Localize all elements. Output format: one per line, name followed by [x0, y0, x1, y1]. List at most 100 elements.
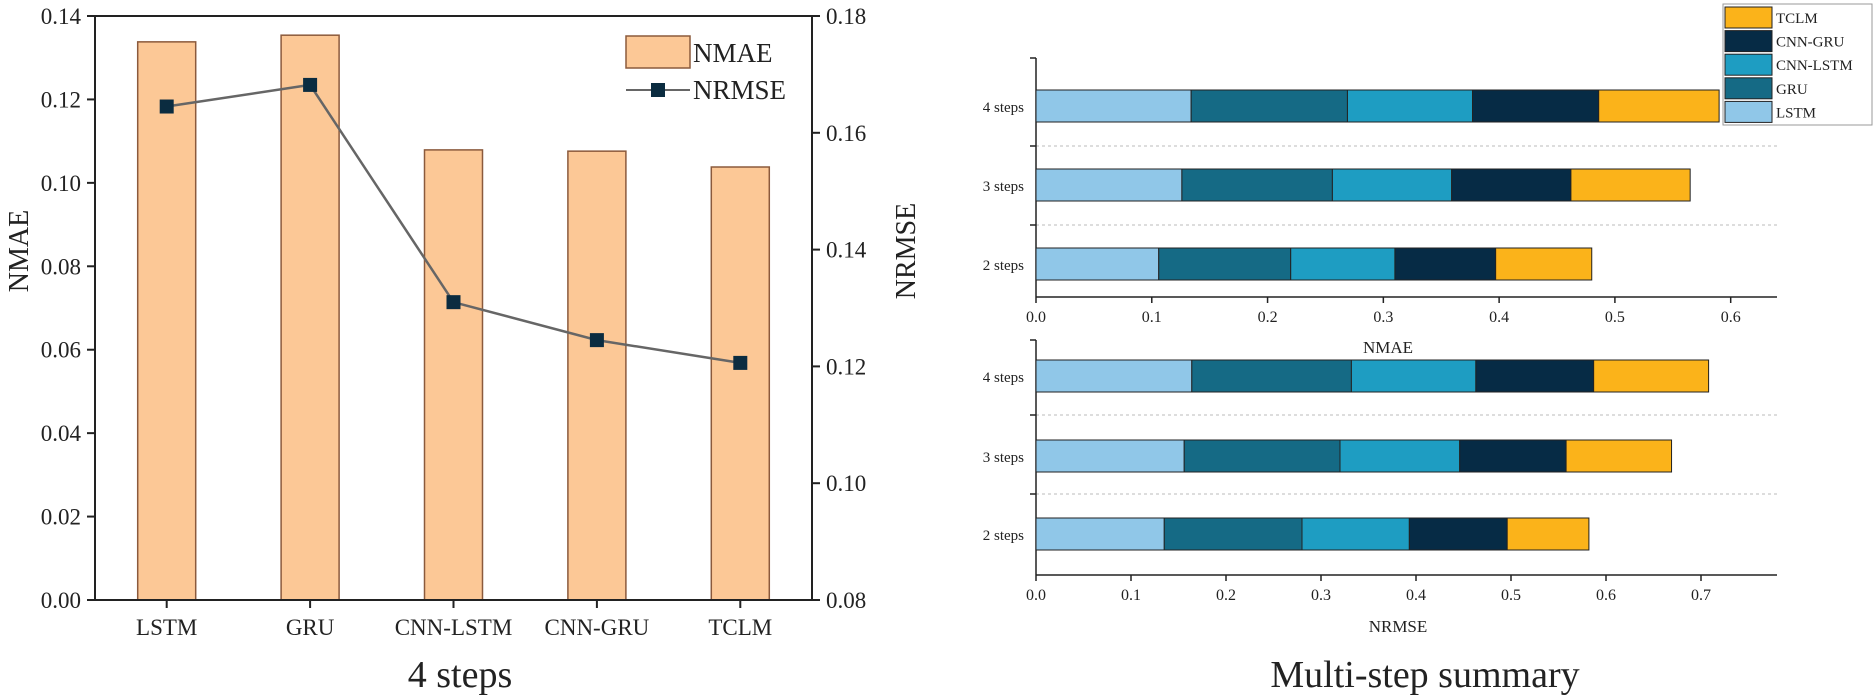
- segment-nmae-4-steps-cnn-gru: [1471, 89, 1600, 123]
- segment-nrmse-4-steps-lstm: [1035, 359, 1193, 393]
- right-y-tick-label: 0.16: [826, 121, 866, 146]
- row-label-4-steps: 4 steps: [983, 370, 1024, 386]
- left-y-tick-label: 0.12: [41, 87, 81, 112]
- x-tick-label-cnn-lstm: CNN-LSTM: [395, 615, 513, 640]
- left-y-tick-label: 0.00: [41, 588, 81, 613]
- bar-nmae-cnn-gru: [567, 150, 627, 601]
- segment-nmae-2-steps-lstm: [1035, 247, 1160, 281]
- row-label-4-steps: 4 steps: [983, 100, 1024, 116]
- row-label-2-steps: 2 steps: [983, 258, 1024, 274]
- legend-nmae-swatch: [625, 35, 691, 69]
- point-nrmse-gru: [303, 77, 318, 92]
- x-tick-label: 0.4: [1406, 587, 1426, 604]
- x-tick-label-tclm: TCLM: [708, 615, 772, 640]
- x-tick-label-lstm: LSTM: [136, 615, 197, 640]
- point-nrmse-tclm: [733, 355, 748, 370]
- x-tick-label: 0.0: [1026, 587, 1046, 604]
- bar-nmae-lstm: [136, 41, 197, 601]
- right-y-tick-label: 0.14: [826, 238, 867, 263]
- segment-nrmse-4-steps-cnn-lstm: [1350, 359, 1477, 393]
- panel-title-4-steps: 4 steps: [408, 654, 513, 696]
- right-y-tick-label: 0.08: [826, 588, 866, 613]
- x-tick-label: 0.3: [1311, 587, 1331, 604]
- left-y-tick-label: 0.06: [41, 338, 81, 363]
- x-tick-label: 0.7: [1691, 587, 1711, 604]
- stack-legend: TCLM CNN-GRU CNN-LSTM GRU LSTM: [1722, 3, 1873, 126]
- x-tick-label: 0.5: [1605, 309, 1625, 326]
- x-tick-label: 0.6: [1721, 309, 1741, 326]
- legend-label-cnn-lstm: CNN-LSTM: [1776, 58, 1853, 74]
- segment-nmae-2-steps-cnn-gru: [1394, 247, 1497, 281]
- segment-nrmse-2-steps-tclm: [1506, 517, 1590, 551]
- x-tick-label: 0.2: [1258, 309, 1278, 326]
- row-label-3-steps: 3 steps: [983, 179, 1024, 195]
- segment-nmae-2-steps-gru: [1158, 247, 1292, 281]
- x-tick-label-gru: GRU: [286, 615, 335, 640]
- right-y-tick-label: 0.10: [826, 471, 866, 496]
- legend-label-cnn-gru: CNN-GRU: [1776, 35, 1845, 51]
- point-nrmse-lstm: [159, 99, 174, 114]
- segment-nrmse-3-steps-cnn-lstm: [1339, 439, 1461, 473]
- segment-nmae-4-steps-gru: [1190, 89, 1348, 123]
- x-tick-label: 0.2: [1216, 587, 1236, 604]
- segment-nrmse-3-steps-lstm: [1035, 439, 1185, 473]
- legend-nrmse-marker: [651, 83, 665, 97]
- left-y-axis: 0.00 0.02 0.04 0.06 0.08 0.10 0.12 0.14: [41, 4, 95, 613]
- legend-label-lstm: LSTM: [1776, 105, 1816, 121]
- segment-nmae-4-steps-tclm: [1598, 89, 1720, 123]
- bar-nmae-gru: [280, 34, 340, 601]
- nrmse-line: [159, 77, 748, 370]
- left-y-tick-label: 0.10: [41, 171, 81, 196]
- right-y-tick-label: 0.18: [826, 4, 866, 29]
- segment-nrmse-4-steps-gru: [1191, 359, 1352, 393]
- x-axis: LSTM GRU CNN-LSTM CNN-GRU TCLM: [136, 600, 772, 640]
- segment-nrmse-4-steps-cnn-gru: [1475, 359, 1595, 393]
- segment-nrmse-3-steps-gru: [1183, 439, 1341, 473]
- segment-nrmse-2-steps-cnn-gru: [1408, 517, 1508, 551]
- legend-swatch-cnn-gru: [1724, 30, 1773, 53]
- nmae-bars: [136, 34, 771, 601]
- left-y-axis-label: NMAE: [4, 210, 35, 292]
- bar-nmae-tclm: [710, 166, 771, 601]
- segment-nrmse-3-steps-tclm: [1565, 439, 1673, 473]
- bar-nmae-cnn-lstm: [423, 149, 484, 601]
- nrmse-stacked-subplot: 0.0 0.1 0.2 0.3 0.4 0.5 0.6 0.7 4 steps 3 steps 2 …: [983, 339, 1780, 604]
- right-y-tick-label: 0.12: [826, 354, 866, 379]
- legend-label-tclm: TCLM: [1776, 11, 1818, 27]
- nmae-stacked-subplot: 0.0 0.1 0.2 0.3 0.4 0.5 0.6 4 steps 3 steps 2 ste…: [983, 57, 1780, 326]
- legend-nmae-label: NMAE: [693, 38, 773, 68]
- segment-nmae-4-steps-lstm: [1035, 89, 1192, 123]
- segment-nrmse-2-steps-gru: [1163, 517, 1303, 551]
- x-tick-label: 0.1: [1142, 309, 1162, 326]
- x-tick-label: 0.6: [1596, 587, 1616, 604]
- x-tick-label: 0.1: [1121, 587, 1141, 604]
- legend-swatch-tclm: [1724, 6, 1773, 29]
- segment-nmae-3-steps-cnn-lstm: [1331, 168, 1453, 202]
- xaxis-label-nmae: NMAE: [1363, 338, 1413, 357]
- left-y-tick-label: 0.02: [41, 505, 81, 530]
- left-y-tick-label: 0.04: [41, 421, 82, 446]
- right-y-axis: 0.08 0.10 0.12 0.14 0.16 0.18: [812, 4, 867, 613]
- segment-nmae-3-steps-cnn-gru: [1451, 168, 1572, 202]
- legend-swatch-cnn-lstm: [1724, 53, 1773, 76]
- panel-4-steps: 0.00 0.02 0.04 0.06 0.08 0.10 0.12 0.14 0.08 0.1…: [4, 4, 922, 696]
- x-tick-label: 0.3: [1373, 309, 1393, 326]
- legend-swatch-gru: [1724, 77, 1773, 100]
- segment-nrmse-3-steps-cnn-gru: [1459, 439, 1567, 473]
- row-label-3-steps: 3 steps: [983, 450, 1024, 466]
- segment-nrmse-2-steps-cnn-lstm: [1301, 517, 1410, 551]
- x-tick-label: 0.0: [1026, 309, 1046, 326]
- point-nrmse-cnn-lstm: [446, 295, 461, 310]
- segment-nrmse-4-steps-tclm: [1593, 359, 1710, 393]
- legend: NMAE NRMSE: [625, 35, 786, 105]
- segment-nrmse-2-steps-lstm: [1035, 517, 1165, 551]
- row-label-2-steps: 2 steps: [983, 528, 1024, 544]
- legend-nrmse-label: NRMSE: [693, 75, 786, 105]
- legend-label-gru: GRU: [1776, 82, 1808, 98]
- segment-nmae-2-steps-cnn-lstm: [1290, 247, 1396, 281]
- segment-nmae-3-steps-tclm: [1570, 168, 1691, 202]
- xaxis-label-nrmse: NRMSE: [1369, 617, 1428, 636]
- point-nrmse-cnn-gru: [589, 333, 604, 348]
- panel-title-multi-step-summary: Multi-step summary: [1270, 654, 1579, 696]
